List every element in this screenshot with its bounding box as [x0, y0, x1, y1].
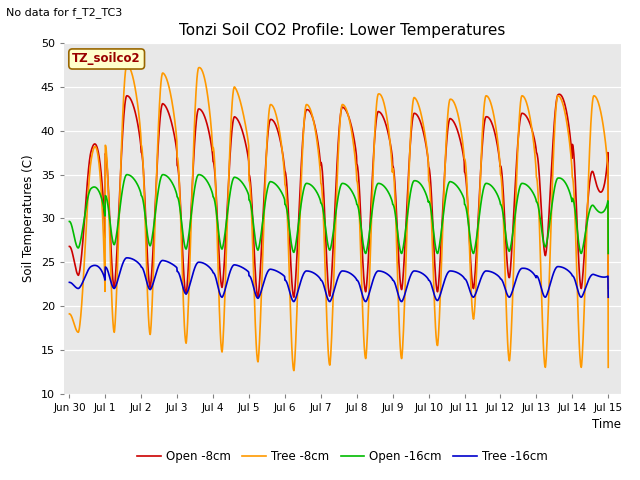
Open -16cm [132, 180, 140, 185]
Tree -16cm [79, 277, 87, 283]
Line: Open -8cm: Open -8cm [69, 94, 608, 297]
Open -8cm [243, 145, 250, 151]
Text: No data for f_T2_TC3: No data for f_T2_TC3 [6, 7, 123, 18]
Open -8cm [467, 262, 475, 267]
Open -16cm [79, 221, 87, 227]
Tree -8cm [310, 117, 317, 123]
Tree -16cm [65, 279, 73, 285]
Open -16cm [65, 218, 73, 224]
Line: Tree -16cm: Tree -16cm [69, 258, 608, 301]
Open -8cm [65, 243, 73, 249]
Open -16cm [243, 188, 251, 193]
Text: TZ_soilco2: TZ_soilco2 [72, 52, 141, 65]
Open -16cm [123, 172, 131, 178]
Open -8cm [79, 231, 87, 237]
Open -8cm [556, 91, 563, 97]
Tree -16cm [604, 294, 612, 300]
Open -8cm [309, 116, 317, 122]
Line: Open -16cm: Open -16cm [69, 175, 608, 253]
Open -16cm [309, 184, 317, 190]
Tree -16cm [238, 264, 246, 270]
Tree -8cm [123, 62, 131, 68]
Tree -16cm [467, 291, 475, 297]
Tree -8cm [65, 311, 73, 317]
Open -16cm [604, 251, 612, 256]
Line: Tree -8cm: Tree -8cm [69, 65, 608, 371]
Text: Time: Time [592, 418, 621, 431]
Tree -8cm [243, 130, 251, 136]
Tree -16cm [243, 267, 251, 273]
Tree -16cm [123, 255, 131, 261]
Open -16cm [467, 242, 475, 248]
Open -8cm [238, 126, 246, 132]
Tree -16cm [310, 270, 317, 276]
Legend: Open -8cm, Tree -8cm, Open -16cm, Tree -16cm: Open -8cm, Tree -8cm, Open -16cm, Tree -… [132, 445, 552, 468]
Tree -8cm [79, 274, 87, 280]
Tree -8cm [238, 106, 246, 112]
Tree -8cm [467, 287, 475, 293]
Open -8cm [132, 112, 140, 118]
Y-axis label: Soil Temperatures (C): Soil Temperatures (C) [22, 155, 35, 282]
Open -8cm [254, 294, 262, 300]
Open -16cm [362, 251, 369, 256]
Tree -16cm [290, 299, 298, 304]
Title: Tonzi Soil CO2 Profile: Lower Temperatures: Tonzi Soil CO2 Profile: Lower Temperatur… [179, 23, 506, 38]
Tree -8cm [132, 91, 140, 97]
Open -8cm [604, 286, 612, 291]
Open -16cm [238, 180, 246, 185]
Tree -16cm [132, 258, 140, 264]
Tree -8cm [290, 368, 298, 373]
Tree -8cm [604, 364, 612, 370]
